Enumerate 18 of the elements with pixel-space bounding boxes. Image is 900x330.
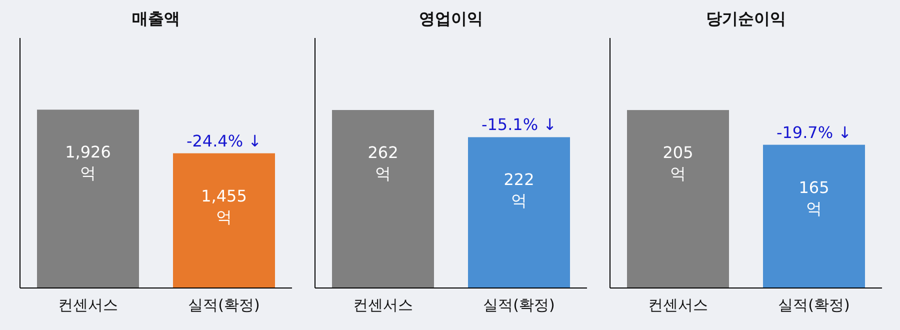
annotation: -15.1% ↓ (481, 115, 557, 134)
chart-title: 영업이익 (419, 9, 483, 28)
x-tick-label: 실적(확정) (188, 296, 260, 314)
data-label: 262 억 (368, 143, 398, 184)
chart-title: 매출액 (132, 9, 180, 28)
x-tick-label: 실적(확정) (778, 296, 850, 314)
data-label: 1,926 억 (65, 142, 111, 183)
annotation: -19.7% ↓ (776, 122, 852, 142)
x-tick-label: 컨센서스 (648, 296, 708, 314)
data-label: 205 억 (662, 143, 694, 184)
data-label: 222 억 (504, 170, 534, 210)
x-tick-label: 컨센서스 (58, 296, 118, 314)
data-label: 1,455 억 (201, 186, 247, 226)
chart-title: 당기순이익 (706, 9, 786, 28)
data-label: 165 억 (798, 178, 830, 218)
x-tick-label: 실적(확정) (483, 296, 555, 314)
annotation: -24.4% ↓ (186, 131, 262, 150)
x-tick-label: 컨센서스 (353, 296, 413, 314)
